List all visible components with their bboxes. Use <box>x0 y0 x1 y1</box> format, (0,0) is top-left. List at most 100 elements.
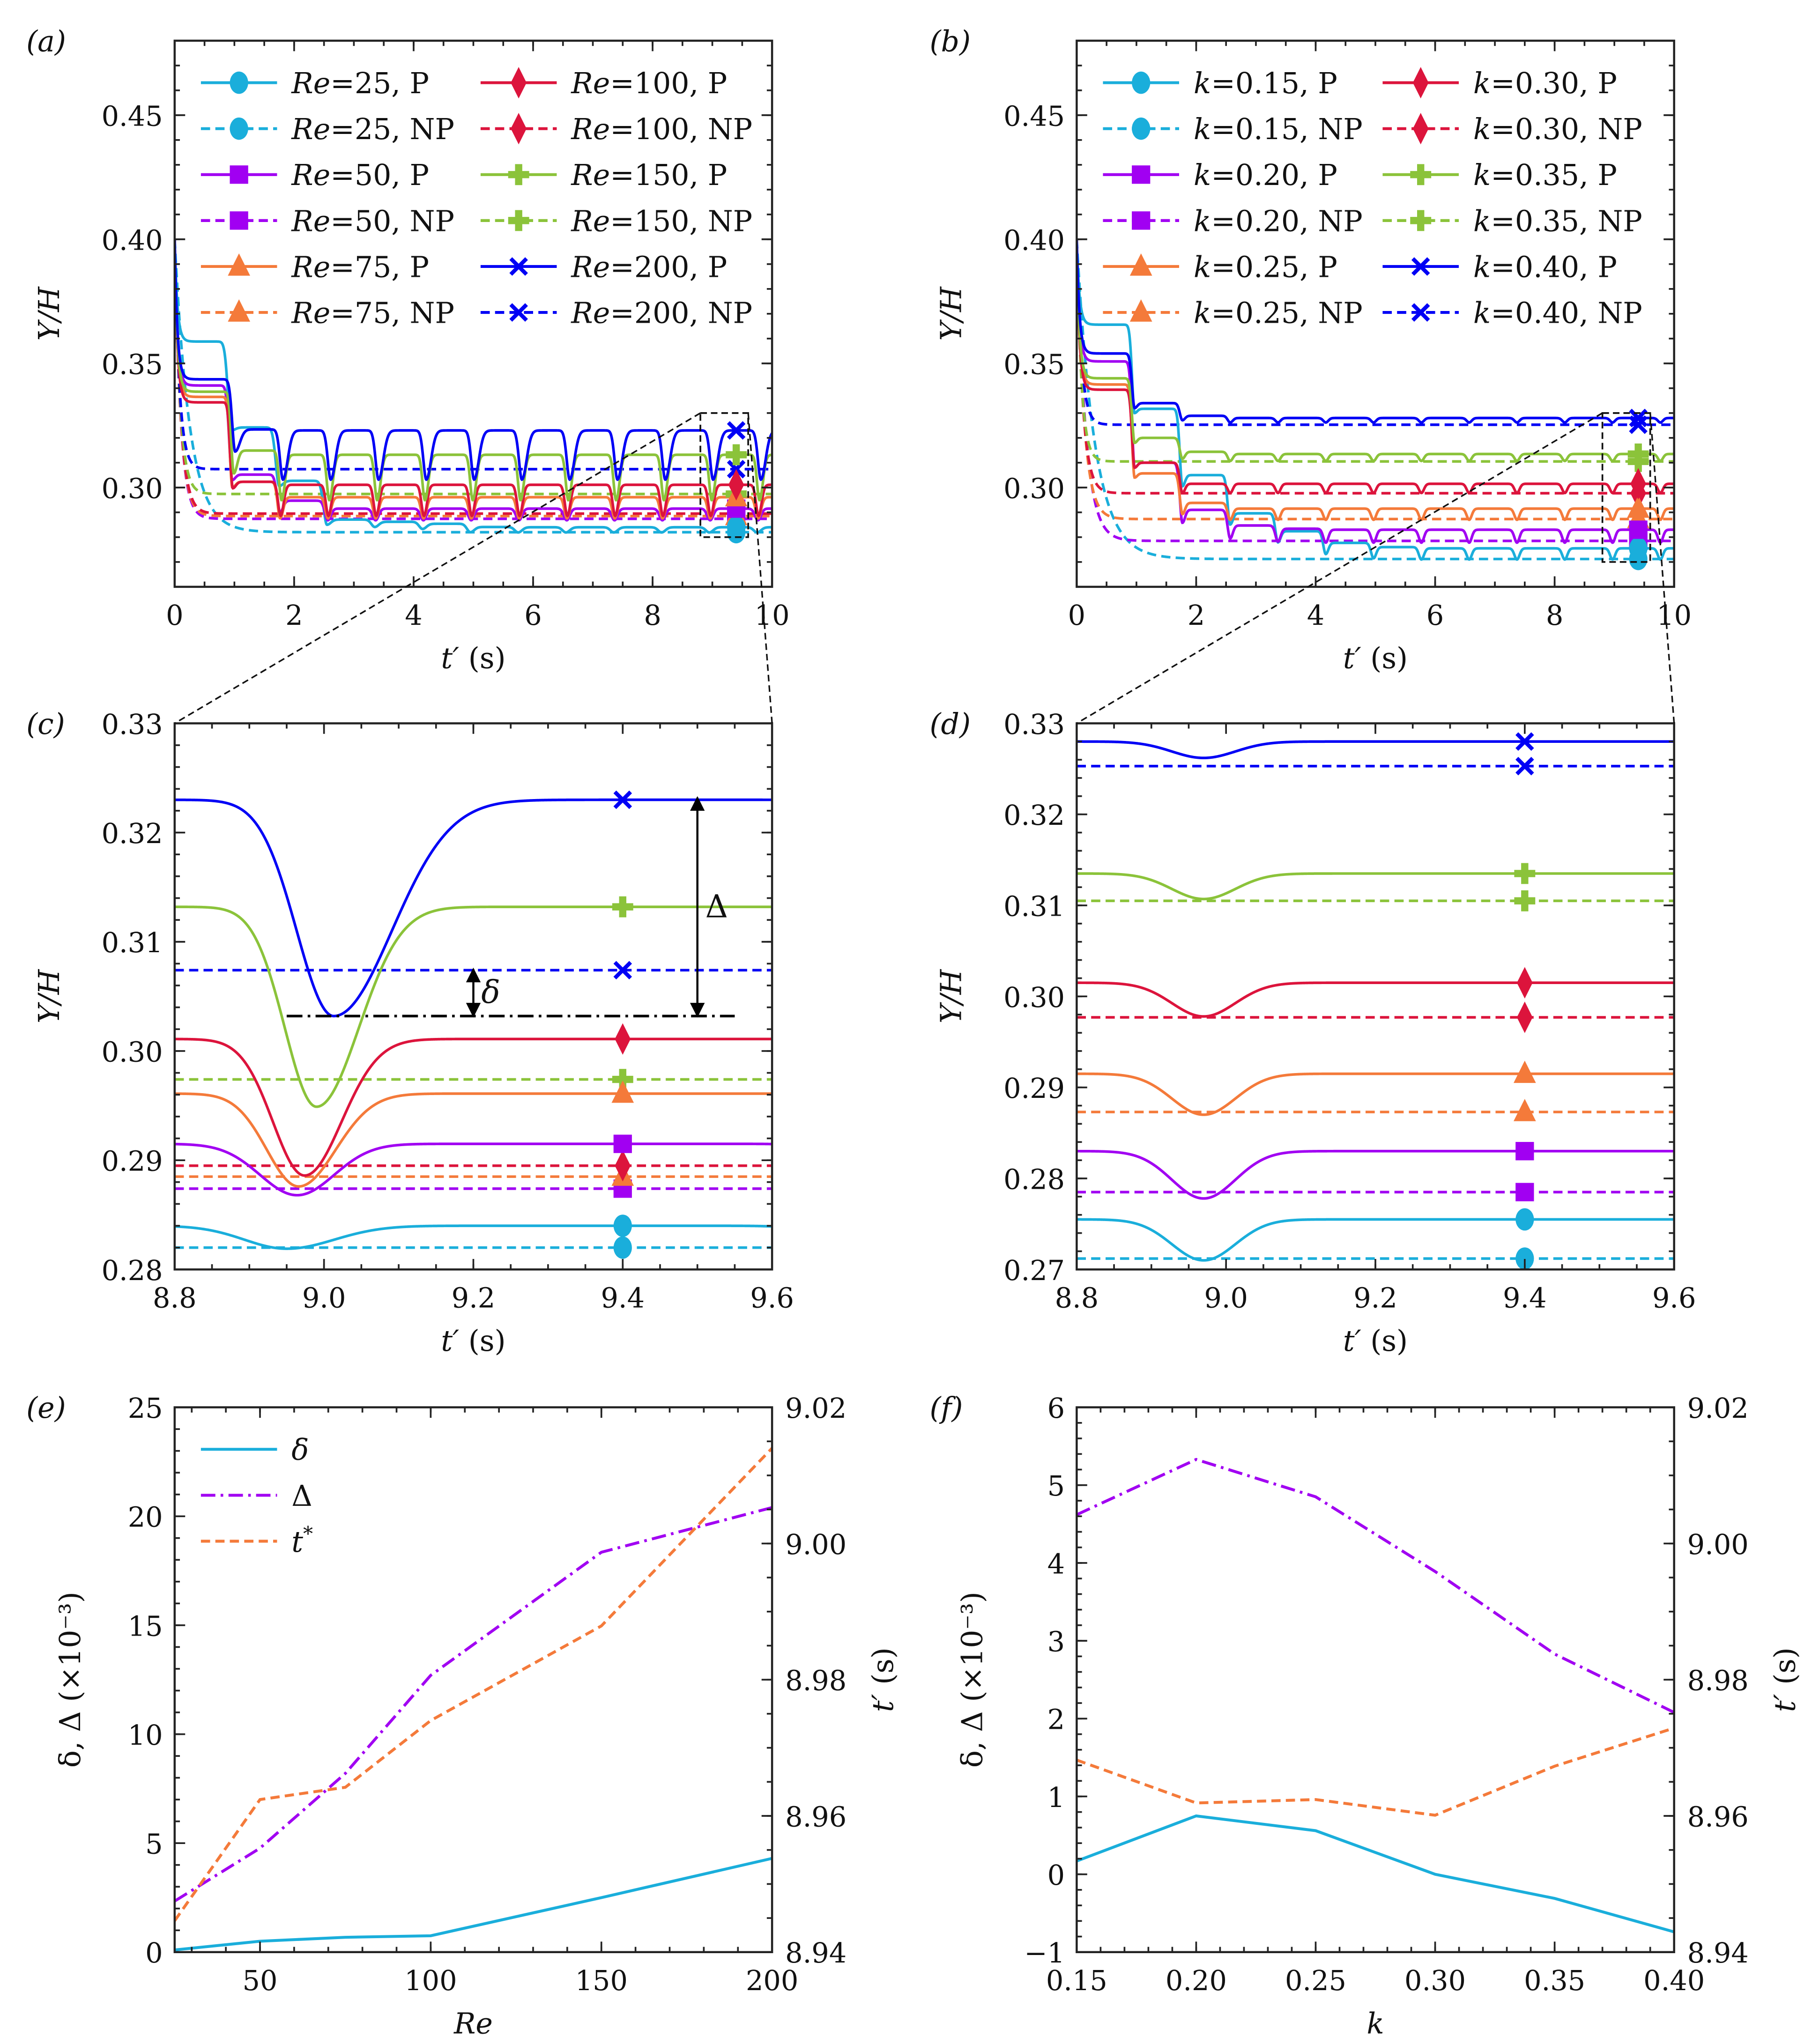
legend-label: k=0.15, NP <box>1194 112 1363 146</box>
series-line-δ <box>1077 1814 1674 1933</box>
zoom-connectors <box>174 412 1675 724</box>
series-line <box>174 239 772 515</box>
y-tick-label: 6 <box>1047 1392 1065 1424</box>
ticks <box>1076 722 1675 1271</box>
panel-b: 0 2 4 6 8 10 0.30 0.35 0.40 0.45 t′ (s) Y/H k=0.15, … <box>935 39 1692 675</box>
legend-item: Re=75, NP <box>201 296 454 330</box>
panel-label-d: (d) <box>929 707 971 741</box>
x-tick-label: 9.2 <box>452 1282 496 1314</box>
y-tick-label: −1 <box>1024 1937 1065 1969</box>
y-tick-label: 0.35 <box>1003 348 1065 380</box>
y-tick-label: 0.40 <box>1003 224 1065 256</box>
legend-label: Re=100, NP <box>571 112 752 146</box>
y-tick-label: 0 <box>145 1937 163 1969</box>
circle-marker <box>613 1236 632 1259</box>
panel-c: Δδ 8.8 9.0 9.2 9.4 9.6 0.28 0.29 0.30 0.31 0.32 0.3… <box>32 708 794 1358</box>
y-axis-label: Y/H <box>32 286 66 341</box>
x-axis-label: Re <box>453 2007 493 2041</box>
x-tick-label: 9.0 <box>302 1282 346 1314</box>
legend-label: Re=75, P <box>291 250 429 284</box>
series-line <box>1077 1072 1674 1116</box>
series-line-Δ <box>1077 1458 1674 1714</box>
diamond-marker <box>511 67 527 99</box>
y2-tick-label: 9.00 <box>1687 1528 1749 1561</box>
circle-marker <box>230 117 248 140</box>
y-tick-label: 10 <box>128 1719 163 1751</box>
legend-label: Re=200, NP <box>571 296 752 330</box>
plot-area <box>1077 732 1674 1270</box>
legend-item: k=0.20, NP <box>1103 204 1363 238</box>
series-line <box>174 1224 772 1250</box>
triangle-marker <box>1129 253 1152 276</box>
ticks <box>1076 40 1675 588</box>
legend-item: k=0.40, NP <box>1382 296 1642 330</box>
legend-label: k=0.20, NP <box>1194 204 1363 238</box>
legend-item: k=0.40, P <box>1382 250 1617 284</box>
x-tick-label: 200 <box>746 1964 798 1997</box>
legend-label: Re=150, P <box>571 158 727 192</box>
y-axis-label: δ, Δ (×10⁻³) <box>956 1592 989 1768</box>
triangle-marker <box>1514 1099 1536 1121</box>
x-tick-label: 9.4 <box>601 1282 645 1314</box>
plus-marker <box>1514 863 1536 884</box>
series-line <box>1077 239 1674 426</box>
legend-item: Re=150, P <box>480 158 727 192</box>
legend-item: Re=50, P <box>201 158 429 192</box>
circle-marker <box>613 1215 632 1237</box>
x-tick-label: 9.2 <box>1353 1282 1397 1314</box>
y-tick-label: 0.33 <box>102 708 163 741</box>
plus-marker <box>1410 164 1432 185</box>
square-marker <box>1629 520 1648 539</box>
x-marker <box>1515 732 1534 751</box>
y-tick-label: 0.33 <box>1003 708 1065 741</box>
x-marker <box>613 790 632 809</box>
x-tick-label: 0.20 <box>1166 1964 1227 1997</box>
y2-axis-label: t′ (s) <box>866 1647 900 1712</box>
legend-label: Re=150, NP <box>571 204 752 238</box>
panels: 0 2 4 6 8 100.300.350.400.45t′ (s)Y/HRe=25, P… <box>32 39 1802 2041</box>
y-tick-label: 0 <box>1047 1859 1065 1891</box>
legend-label: k=0.35, P <box>1473 158 1617 192</box>
legend: Re=25, P Re=25, NP Re=50, P Re=50, NP Re=75,… <box>201 67 752 330</box>
x-axis-label: t′ (s) <box>1343 1324 1408 1358</box>
axes-frame <box>1076 722 1675 1271</box>
y-tick-label: 0.29 <box>102 1145 163 1178</box>
ticks <box>1076 1406 1675 1953</box>
series-line <box>1077 239 1674 424</box>
triangle-marker <box>228 299 250 322</box>
y-tick-label: 15 <box>128 1610 163 1642</box>
series-line <box>174 1037 772 1177</box>
series-line <box>174 1092 772 1188</box>
x-tick-label: 10 <box>755 599 790 631</box>
y2-tick-label: 8.96 <box>785 1800 847 1833</box>
ticks <box>174 1406 773 1953</box>
y-tick-label: 0.45 <box>1003 100 1065 132</box>
x-tick-label: 10 <box>1656 599 1692 631</box>
legend-label: δ <box>291 1433 309 1467</box>
x-axis-label: k <box>1366 2007 1384 2041</box>
x-tick-label: 150 <box>575 1964 628 1997</box>
series-line <box>1077 981 1674 1018</box>
legend-label: k=0.20, P <box>1194 158 1337 192</box>
legend-item: Re=200, P <box>480 250 727 284</box>
x-tick-label: 0.15 <box>1046 1964 1107 1997</box>
legend-label: k=0.40, P <box>1473 250 1617 284</box>
x-tick-label: 2 <box>1188 599 1205 631</box>
triangle-marker <box>228 253 250 276</box>
legend: δΔt* <box>201 1433 313 1559</box>
legend-label: t* <box>291 1522 313 1559</box>
y-tick-label: 0.27 <box>1003 1254 1065 1287</box>
series-line <box>174 239 772 481</box>
legend-item: k=0.15, NP <box>1103 112 1363 146</box>
x-tick-label: 4 <box>1307 599 1324 631</box>
plus-marker <box>1627 443 1649 465</box>
panel-label-a: (a) <box>26 24 66 58</box>
x-marker <box>727 421 746 440</box>
series-line-t* <box>1077 1726 1674 1817</box>
legend-label: k=0.25, P <box>1194 250 1337 284</box>
x-tick-label: 0 <box>1068 599 1085 631</box>
legend-label: k=0.30, NP <box>1473 112 1642 146</box>
panel-label-c: (c) <box>26 707 65 741</box>
circle-marker <box>1132 117 1151 140</box>
y2-tick-label: 9.00 <box>785 1528 847 1561</box>
